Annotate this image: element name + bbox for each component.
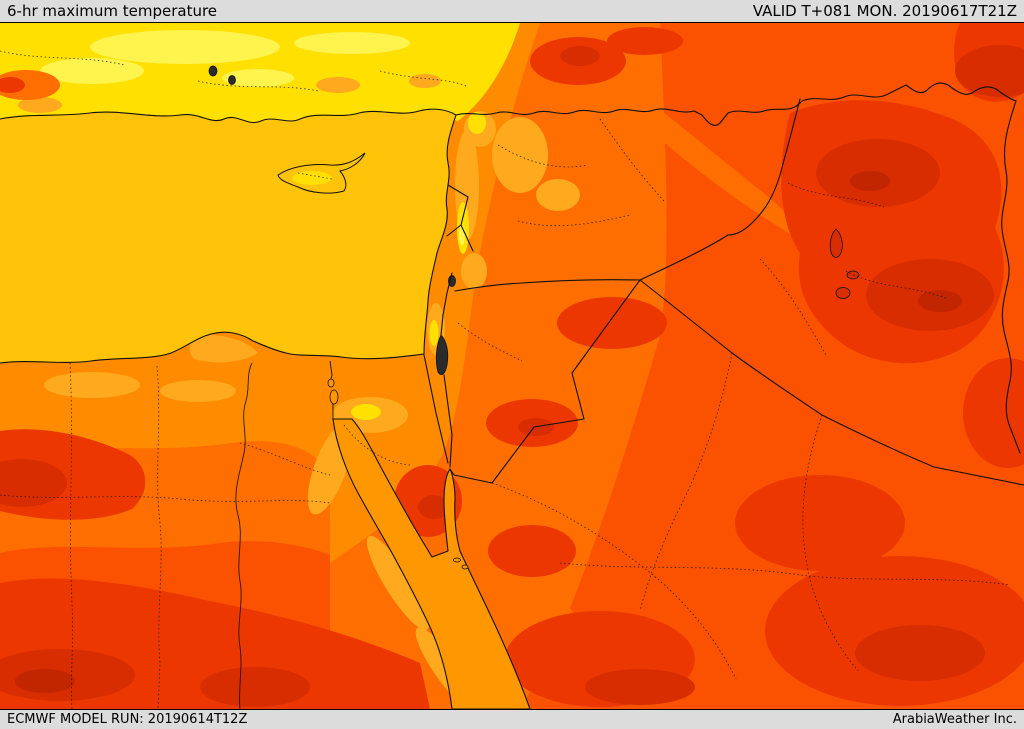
iraq-lakes [829,228,860,299]
border-iraq-saudi [639,279,1024,486]
header-bar: 6-hr maximum temperature VALID T+081 MON… [0,0,1024,23]
valid-time-label: VALID T+081 MON. 20190617T21Z [752,2,1017,20]
border-turkey-south [455,82,1017,126]
border-jordan-saudi [449,279,641,484]
brand-label: ArabiaWeather Inc. [892,712,1017,727]
mediterranean-sea [0,109,456,363]
field-deep-red-cores [0,45,1024,707]
field-darkest-red-specks [15,171,962,693]
admin-boundaries-dotted [0,50,1011,709]
temperature-map-svg [0,23,1024,709]
border-lebanon [446,184,474,252]
border-syria-iraq [639,98,801,281]
model-run-label: ECMWF MODEL RUN: 20190614T12Z [7,712,248,727]
border-egypt-israel [423,354,449,464]
border-iraq-iran [1001,100,1021,454]
field-turkey-bright-patches [40,30,410,87]
temperature-map [0,23,1024,709]
country-borders [0,82,1024,486]
page-title: 6-hr maximum temperature [7,2,218,20]
coastline-mediterranean [0,108,457,364]
border-israel-jordan [440,272,453,468]
cyprus-yellow-patch [292,171,332,185]
border-syria-jordan [454,279,641,292]
field-corner-red-blob [0,77,25,93]
footer-bar: ECMWF MODEL RUN: 20190614T12Z ArabiaWeat… [0,709,1024,729]
nile-river [235,360,334,709]
